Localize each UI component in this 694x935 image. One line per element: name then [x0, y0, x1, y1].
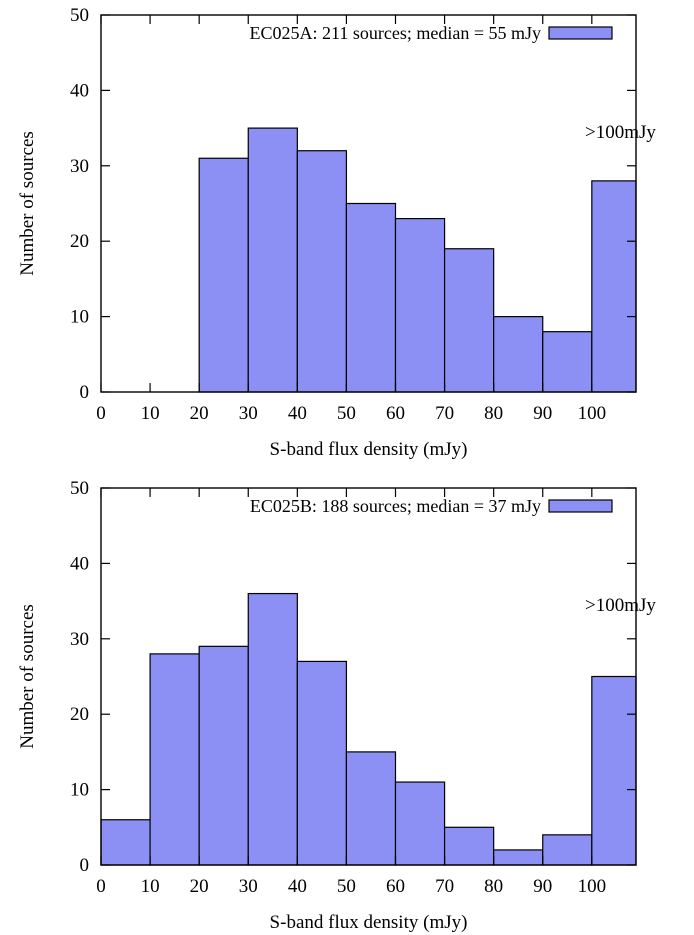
- panel1-y-tick-label: 50: [70, 5, 89, 26]
- panel1-y-tick-label: 40: [70, 80, 89, 101]
- panel1-bar-70: [443, 248, 495, 393]
- panel2-legend-swatch: [548, 499, 613, 513]
- panel1-bar-100: [591, 180, 637, 393]
- panel1-legend-label: EC025A: 211 sources; median = 55 mJy: [250, 23, 541, 43]
- panel2-x-tick-label: 50: [337, 876, 356, 897]
- panel2-legend-label: EC025B: 188 sources; median = 37 mJy: [250, 496, 541, 516]
- panel2-y-tick-label: 10: [70, 780, 89, 801]
- panel2-bar-10: [149, 653, 200, 866]
- panel2-bar-40: [296, 660, 348, 866]
- panel1-bar-20: [198, 157, 249, 393]
- panel2-bar-80: [493, 849, 544, 866]
- panel2-y-axis-label: Number of sources: [17, 604, 38, 749]
- panel2-x-tick-label: 100: [578, 876, 607, 897]
- panel2-x-tick-label: 30: [239, 876, 258, 897]
- panel2-x-tick-label: 70: [435, 876, 454, 897]
- panel1-x-tick-label: 20: [190, 403, 209, 424]
- panel1-bar-80: [493, 316, 544, 393]
- panel1-legend-swatch: [548, 26, 613, 40]
- panel1-y-tick-label: 30: [70, 156, 89, 177]
- panel2-x-axis-label: S-band flux density (mJy): [270, 912, 468, 933]
- panel2-x-tick-label: 20: [190, 876, 209, 897]
- panel1-x-tick-label: 50: [337, 403, 356, 424]
- panel1-overflow-annotation: >100mJy: [585, 122, 656, 143]
- panel1-bar-60: [394, 217, 446, 393]
- panel2-overflow-annotation: >100mJy: [585, 595, 656, 616]
- panel2-x-tick-label: 10: [141, 876, 160, 897]
- panel2-y-tick-label: 30: [70, 629, 89, 650]
- panel1-y-axis-label: Number of sources: [17, 131, 38, 276]
- panel2-bar-30: [247, 592, 298, 866]
- panel2-bar-60: [394, 781, 446, 866]
- panel1-x-tick-label: 100: [578, 403, 607, 424]
- panel2-x-tick-label: 0: [96, 876, 106, 897]
- panel1-x-tick-label: 10: [141, 403, 160, 424]
- panel1-bar-90: [542, 331, 593, 393]
- panel2-x-tick-label: 40: [288, 876, 307, 897]
- panel1-x-tick-label: 60: [386, 403, 405, 424]
- panel2-y-tick-label: 0: [80, 855, 90, 876]
- panel2-bar-50: [345, 751, 397, 866]
- panel2-x-tick-label: 90: [533, 876, 552, 897]
- panel1-x-tick-label: 0: [96, 403, 106, 424]
- panel1-bar-40: [296, 150, 348, 393]
- panel1-y-tick-label: 10: [70, 307, 89, 328]
- panel1-plot-frame: [100, 14, 637, 393]
- panel2-x-tick-label: 60: [386, 876, 405, 897]
- panel1-bar-30: [247, 127, 298, 393]
- panel1-x-tick-label: 80: [484, 403, 503, 424]
- panel1-x-tick-label: 70: [435, 403, 454, 424]
- panel2-y-tick-label: 40: [70, 553, 89, 574]
- panel1-y-tick-label: 20: [70, 231, 89, 252]
- panel1-x-axis-label: S-band flux density (mJy): [270, 439, 468, 460]
- panel1-x-tick-label: 90: [533, 403, 552, 424]
- panel2-bar-90: [542, 834, 593, 866]
- panel1-y-tick-label: 0: [80, 382, 90, 403]
- panel1-bar-50: [345, 202, 397, 393]
- panel2-bar-100: [591, 675, 637, 866]
- panel1-histogram: 0 10 20 30 40 50 0 10 20 30 40 50 60 70 80 90 100 S-band …: [17, 5, 656, 460]
- panel2-histogram: 0 10 20 30 40 50 0 10 20 30 40 50 60 70 80 90 100 S-band …: [17, 478, 656, 933]
- panel1-x-tick-label: 30: [239, 403, 258, 424]
- panel1-x-tick-label: 40: [288, 403, 307, 424]
- panel2-y-tick-label: 20: [70, 704, 89, 725]
- panel2-x-tick-label: 80: [484, 876, 503, 897]
- panel2-bar-70: [443, 826, 495, 866]
- panel2-plot-frame: [100, 487, 637, 866]
- panel2-bar-20: [198, 645, 249, 866]
- panel2-bar-0: [100, 819, 151, 866]
- panel2-y-tick-label: 50: [70, 478, 89, 499]
